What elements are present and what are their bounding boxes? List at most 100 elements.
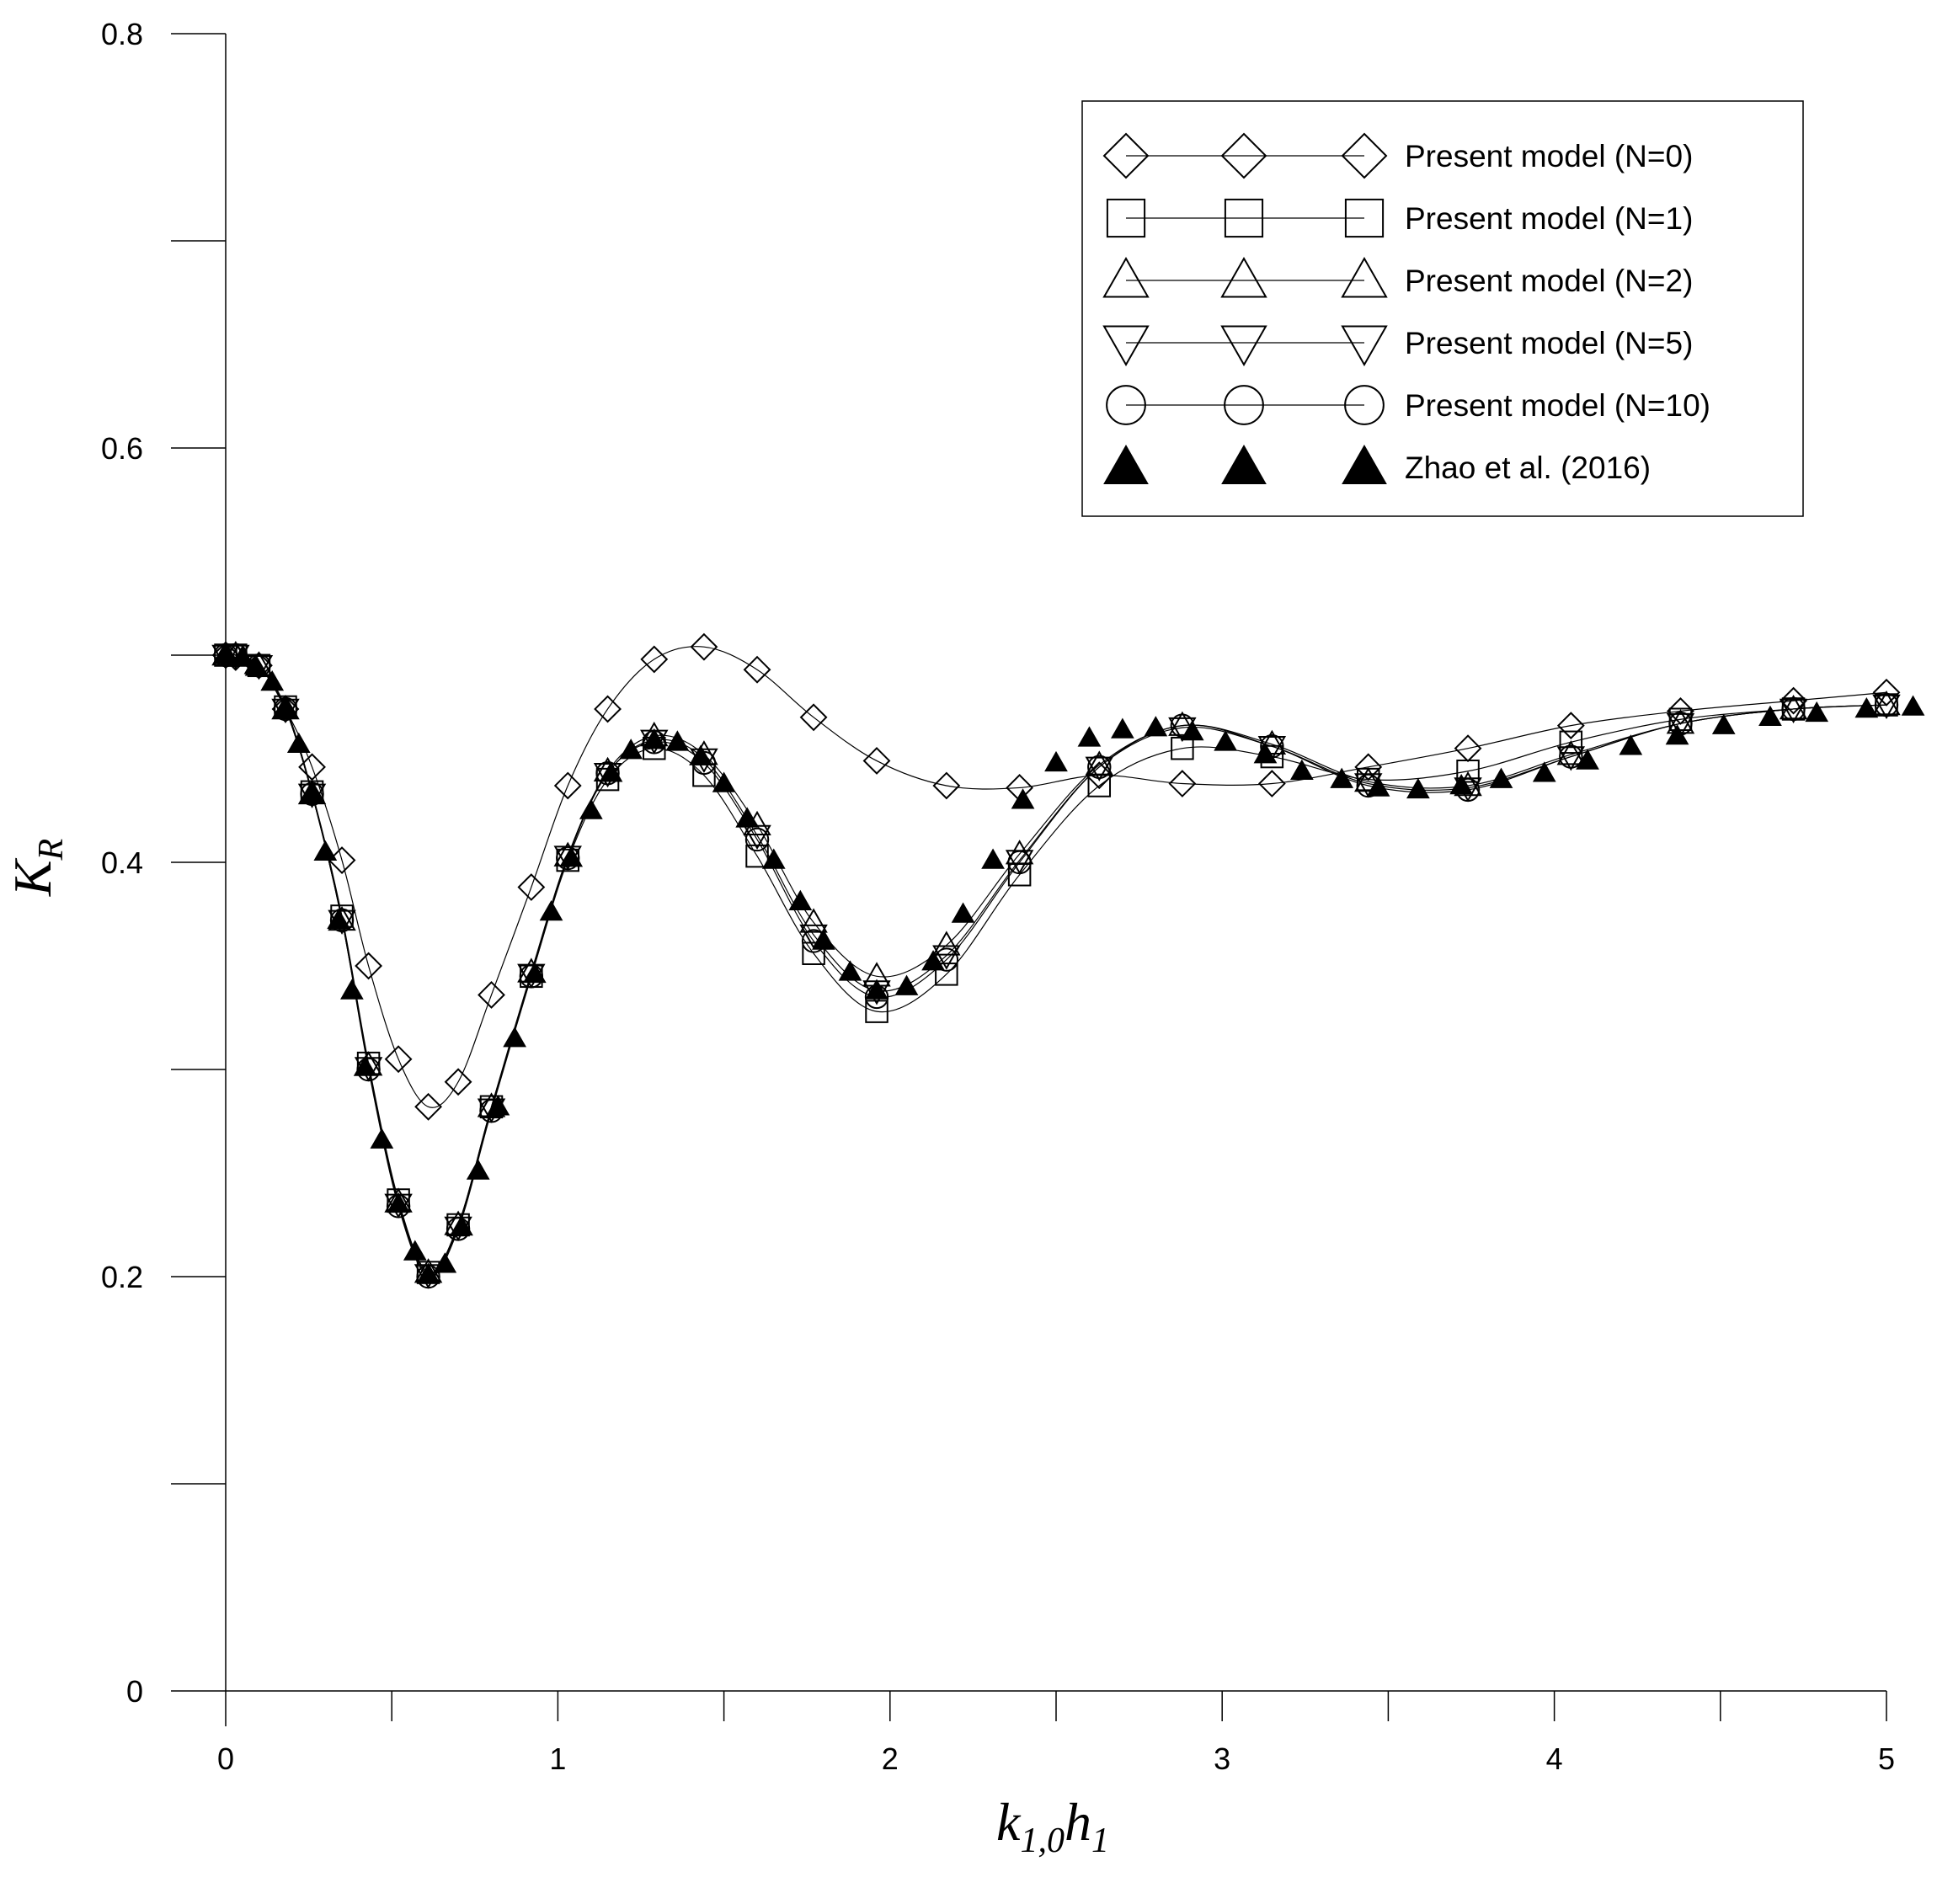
data-point: [271, 694, 300, 720]
data-point: [743, 810, 771, 835]
data-point: [356, 1057, 381, 1082]
x-tick-label: 5: [1878, 1741, 1895, 1776]
data-point: [1455, 777, 1481, 803]
data-point: [247, 653, 271, 678]
data-point: [477, 1092, 506, 1117]
axes: 0 1 2 3 4 5 0 0.2 0.4 0.6 0.8: [101, 17, 1895, 1776]
legend: Present model (N=0) Present model (N=1) Pr…: [1081, 100, 1804, 517]
data-point: [690, 748, 718, 774]
data-point: [300, 781, 324, 807]
data-point: [1257, 735, 1287, 761]
data-point: [951, 902, 975, 923]
series-lines: [225, 646, 1887, 1277]
x-title-main2: h: [1065, 1792, 1091, 1852]
legend-marker: [1103, 444, 1149, 484]
legend-marker: [1220, 325, 1267, 367]
data-point: [1354, 753, 1383, 781]
legend-marker: [1102, 325, 1150, 367]
data-point: [1872, 691, 1901, 716]
data-point: [329, 908, 355, 933]
data-point: [328, 909, 356, 935]
data-point: [921, 950, 945, 971]
data-point: [593, 762, 622, 788]
data-point: [1044, 750, 1068, 772]
data-point: [735, 807, 760, 828]
data-point: [1168, 711, 1197, 736]
data-point: [478, 981, 505, 1009]
legend-label: Present model (N=10): [1405, 388, 1710, 423]
data-point: [788, 889, 813, 910]
data-point: [1168, 770, 1197, 797]
plot-area: [211, 632, 1925, 1289]
data-point: [1559, 730, 1583, 755]
legend-label: Present model (N=0): [1405, 139, 1693, 173]
data-point: [690, 632, 718, 661]
legend-marker: [1102, 132, 1150, 179]
legend-label: Present model (N=5): [1405, 326, 1693, 360]
data-point: [1781, 696, 1806, 722]
data-point: [260, 669, 285, 691]
data-point: [935, 963, 958, 986]
data-point: [932, 945, 961, 970]
series-line: [225, 646, 1887, 1108]
data-point: [1666, 709, 1695, 734]
y-tick-label: 0: [126, 1674, 143, 1709]
data-point: [1214, 730, 1238, 751]
data-point: [1454, 771, 1482, 797]
data-point: [244, 651, 274, 676]
legend-marker: [1106, 198, 1146, 238]
series-markers-group: [211, 640, 1901, 1283]
data-point: [761, 848, 786, 869]
data-point: [1006, 774, 1034, 802]
data-point: [1111, 717, 1134, 739]
series-markers-group: [211, 644, 1901, 1289]
data-point: [1556, 740, 1586, 765]
data-point: [932, 931, 961, 956]
data-point: [594, 695, 622, 723]
data-point: [1667, 697, 1694, 725]
data-point: [1780, 686, 1807, 715]
legend-marker: [1341, 325, 1388, 367]
data-point: [579, 798, 603, 819]
x-axis-title: k1,0h1: [996, 1792, 1109, 1860]
data-point: [799, 908, 828, 933]
data-point: [1779, 698, 1808, 723]
data-point: [934, 947, 959, 972]
data-point: [640, 645, 669, 674]
data-point: [403, 1240, 427, 1261]
data-point: [444, 1210, 472, 1235]
data-point: [553, 841, 582, 867]
data-point: [553, 771, 582, 800]
data-point: [503, 1027, 526, 1048]
data-point: [665, 730, 690, 751]
data-point: [271, 698, 300, 723]
data-point: [643, 736, 666, 760]
data-point: [1144, 716, 1168, 737]
data-point: [862, 980, 891, 1005]
legend-marker: [1344, 198, 1385, 238]
y-tick-label: 0.8: [101, 17, 143, 51]
series-line: [225, 653, 1887, 1274]
data-point: [539, 900, 563, 921]
y-tick-label: 0.6: [101, 431, 143, 466]
data-point: [1289, 759, 1314, 781]
data-point: [444, 1068, 472, 1096]
data-point: [414, 1258, 443, 1283]
data-point: [1779, 694, 1808, 720]
data-point: [517, 873, 546, 901]
data-point: [416, 1264, 440, 1289]
series-markers-group: [211, 632, 1901, 1121]
data-point: [838, 960, 862, 981]
data-point: [1257, 729, 1287, 755]
data-point: [1872, 694, 1901, 720]
data-point: [1168, 717, 1197, 743]
data-point: [642, 730, 666, 755]
data-point: [414, 1092, 442, 1121]
data-point: [1087, 755, 1112, 780]
x-title-sub: 1,0: [1020, 1821, 1065, 1860]
data-point: [286, 732, 311, 754]
data-point: [1668, 711, 1693, 736]
legend-entries: Present model (N=0) Present model (N=1) Pr…: [1102, 132, 1710, 485]
data-point: [744, 827, 770, 852]
data-point: [745, 844, 769, 868]
